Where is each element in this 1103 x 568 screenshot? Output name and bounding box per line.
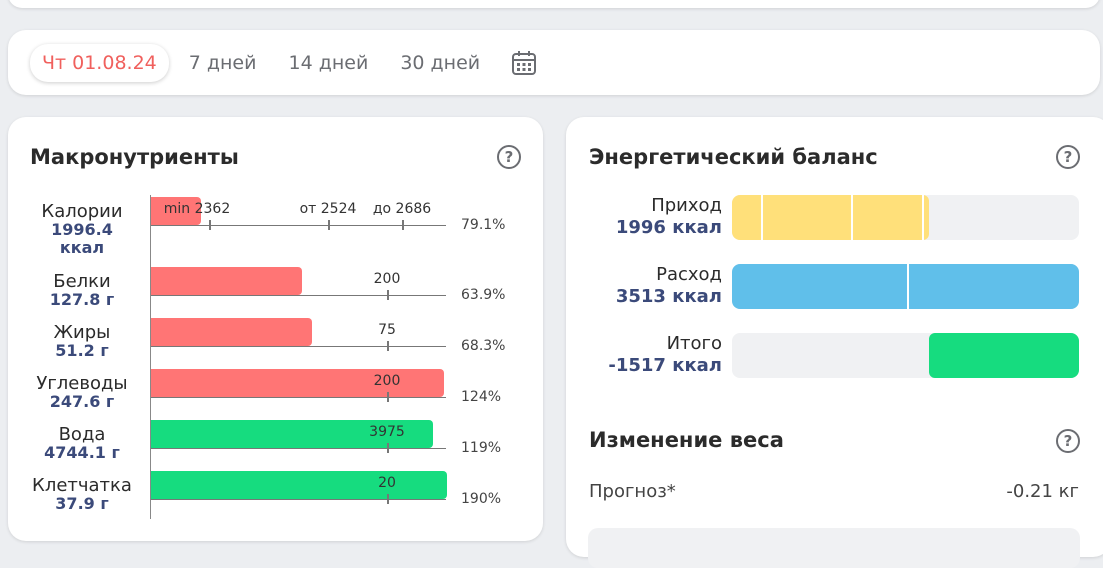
segment-divider <box>851 195 853 240</box>
nutrient-name: Калории <box>41 201 123 222</box>
energy-row: Приход 1996 ккал <box>566 195 1103 241</box>
energy-bar-fill <box>929 333 1079 378</box>
tab-7-days[interactable]: 7 дней <box>188 51 257 74</box>
energy-bar-fill <box>732 264 1079 309</box>
macro-label: Клетчатка 37.9 г <box>12 477 152 513</box>
energy-value: 3513 ккал <box>615 286 722 307</box>
forecast-label: Прогноз* <box>589 481 676 502</box>
nutrient-name: Клетчатка <box>32 475 132 496</box>
energy-balance-title: Энергетический баланс <box>589 145 878 169</box>
segment-divider <box>907 264 909 309</box>
target-label: 75 <box>378 322 396 338</box>
target-tick <box>387 341 389 351</box>
nutrient-bar <box>151 197 201 225</box>
macro-label: Жиры 51.2 г <box>12 324 152 360</box>
energy-value: -1517 ккал <box>608 355 722 376</box>
energy-row: Итого -1517 ккал <box>566 333 1103 379</box>
nutrient-name: Белки <box>53 271 111 292</box>
target-label: до 2686 <box>372 201 432 217</box>
target-label: от 2524 <box>299 201 357 217</box>
chart-axis <box>150 195 151 519</box>
energy-balance-card: Энергетический баланс ? Приход 1996 ккал … <box>566 117 1103 568</box>
weight-change-title: Изменение веса <box>589 428 784 452</box>
nutrient-unit: ккал <box>59 238 105 257</box>
target-tick <box>387 494 389 504</box>
nutrient-bar <box>151 267 302 295</box>
nutrient-bar <box>151 369 444 397</box>
target-tick <box>387 290 389 300</box>
date-range-bar: Чт 01.08.24 7 дней 14 дней 30 дней <box>8 30 1100 95</box>
baseline <box>151 225 446 226</box>
energy-bar-track <box>732 195 1079 240</box>
energy-label: Итого -1517 ккал <box>608 333 722 377</box>
nutrient-value: 37.9 г <box>55 494 109 513</box>
tab-14-days[interactable]: 14 дней <box>288 51 369 74</box>
segment-divider <box>922 195 924 240</box>
target-tick <box>387 443 389 453</box>
target-label: 20 <box>378 475 396 491</box>
segment-divider <box>761 195 763 240</box>
macronutrients-card: Макронутриенты ? Калории 1996.4 ккал min 23… <box>8 117 543 541</box>
target-tick <box>209 220 211 230</box>
nutrient-name: Углеводы <box>36 373 128 394</box>
target-label: 200 <box>373 373 401 389</box>
help-icon[interactable]: ? <box>1056 429 1080 453</box>
macro-label: Белки 127.8 г <box>12 273 152 309</box>
energy-label: Расход 3513 ккал <box>616 264 722 308</box>
tab-day[interactable]: Чт 01.08.24 <box>30 44 169 82</box>
nutrient-bar <box>151 420 433 448</box>
energy-name: Приход <box>651 195 722 216</box>
macronutrients-title: Макронутриенты <box>30 145 239 169</box>
energy-name: Расход <box>656 264 722 285</box>
nutrient-percent: 119% <box>461 440 502 456</box>
target-label: 3975 <box>369 424 405 440</box>
top-card <box>8 0 1100 8</box>
target-label: 200 <box>373 271 401 287</box>
forecast-value: -0.21 кг <box>1006 481 1079 502</box>
nutrient-percent: 79.1% <box>461 217 506 233</box>
nutrient-value: 4744.1 г <box>44 443 120 462</box>
help-icon[interactable]: ? <box>1056 145 1080 169</box>
nutrient-percent: 190% <box>461 491 502 507</box>
macro-label: Углеводы 247.6 г <box>12 375 152 411</box>
target-tick <box>328 220 330 230</box>
energy-bar-track <box>732 333 1079 378</box>
target-tick <box>402 220 404 230</box>
target-tick <box>387 392 389 402</box>
nutrient-percent: 63.9% <box>461 287 506 303</box>
tab-30-days[interactable]: 30 дней <box>400 51 481 74</box>
baseline <box>151 397 446 398</box>
energy-label: Приход 1996 ккал <box>616 195 722 239</box>
macro-label: Вода 4744.1 г <box>12 426 152 462</box>
macro-label: Калории 1996.4 ккал <box>12 203 152 257</box>
calendar-icon[interactable] <box>510 49 538 77</box>
target-label: min 2362 <box>163 201 231 217</box>
energy-row: Расход 3513 ккал <box>566 264 1103 310</box>
energy-value: 1996 ккал <box>615 217 722 238</box>
nutrient-bar <box>151 318 312 346</box>
baseline <box>151 499 446 500</box>
help-icon[interactable]: ? <box>497 145 521 169</box>
weight-chart-area <box>588 528 1080 568</box>
baseline <box>151 448 446 449</box>
nutrient-value: 247.6 г <box>49 392 115 411</box>
nutrient-bar <box>151 471 447 499</box>
energy-bar-fill <box>732 195 929 240</box>
nutrient-percent: 124% <box>461 389 502 405</box>
nutrient-value: 127.8 г <box>49 290 115 309</box>
baseline <box>151 295 446 296</box>
nutrient-name: Жиры <box>53 322 111 343</box>
energy-bar-track <box>732 264 1079 309</box>
nutrient-value: 1996.4 <box>51 220 113 239</box>
nutrient-value: 51.2 г <box>55 341 109 360</box>
nutrient-percent: 68.3% <box>461 338 506 354</box>
baseline <box>151 346 446 347</box>
energy-name: Итого <box>666 333 722 354</box>
nutrient-name: Вода <box>58 424 106 445</box>
